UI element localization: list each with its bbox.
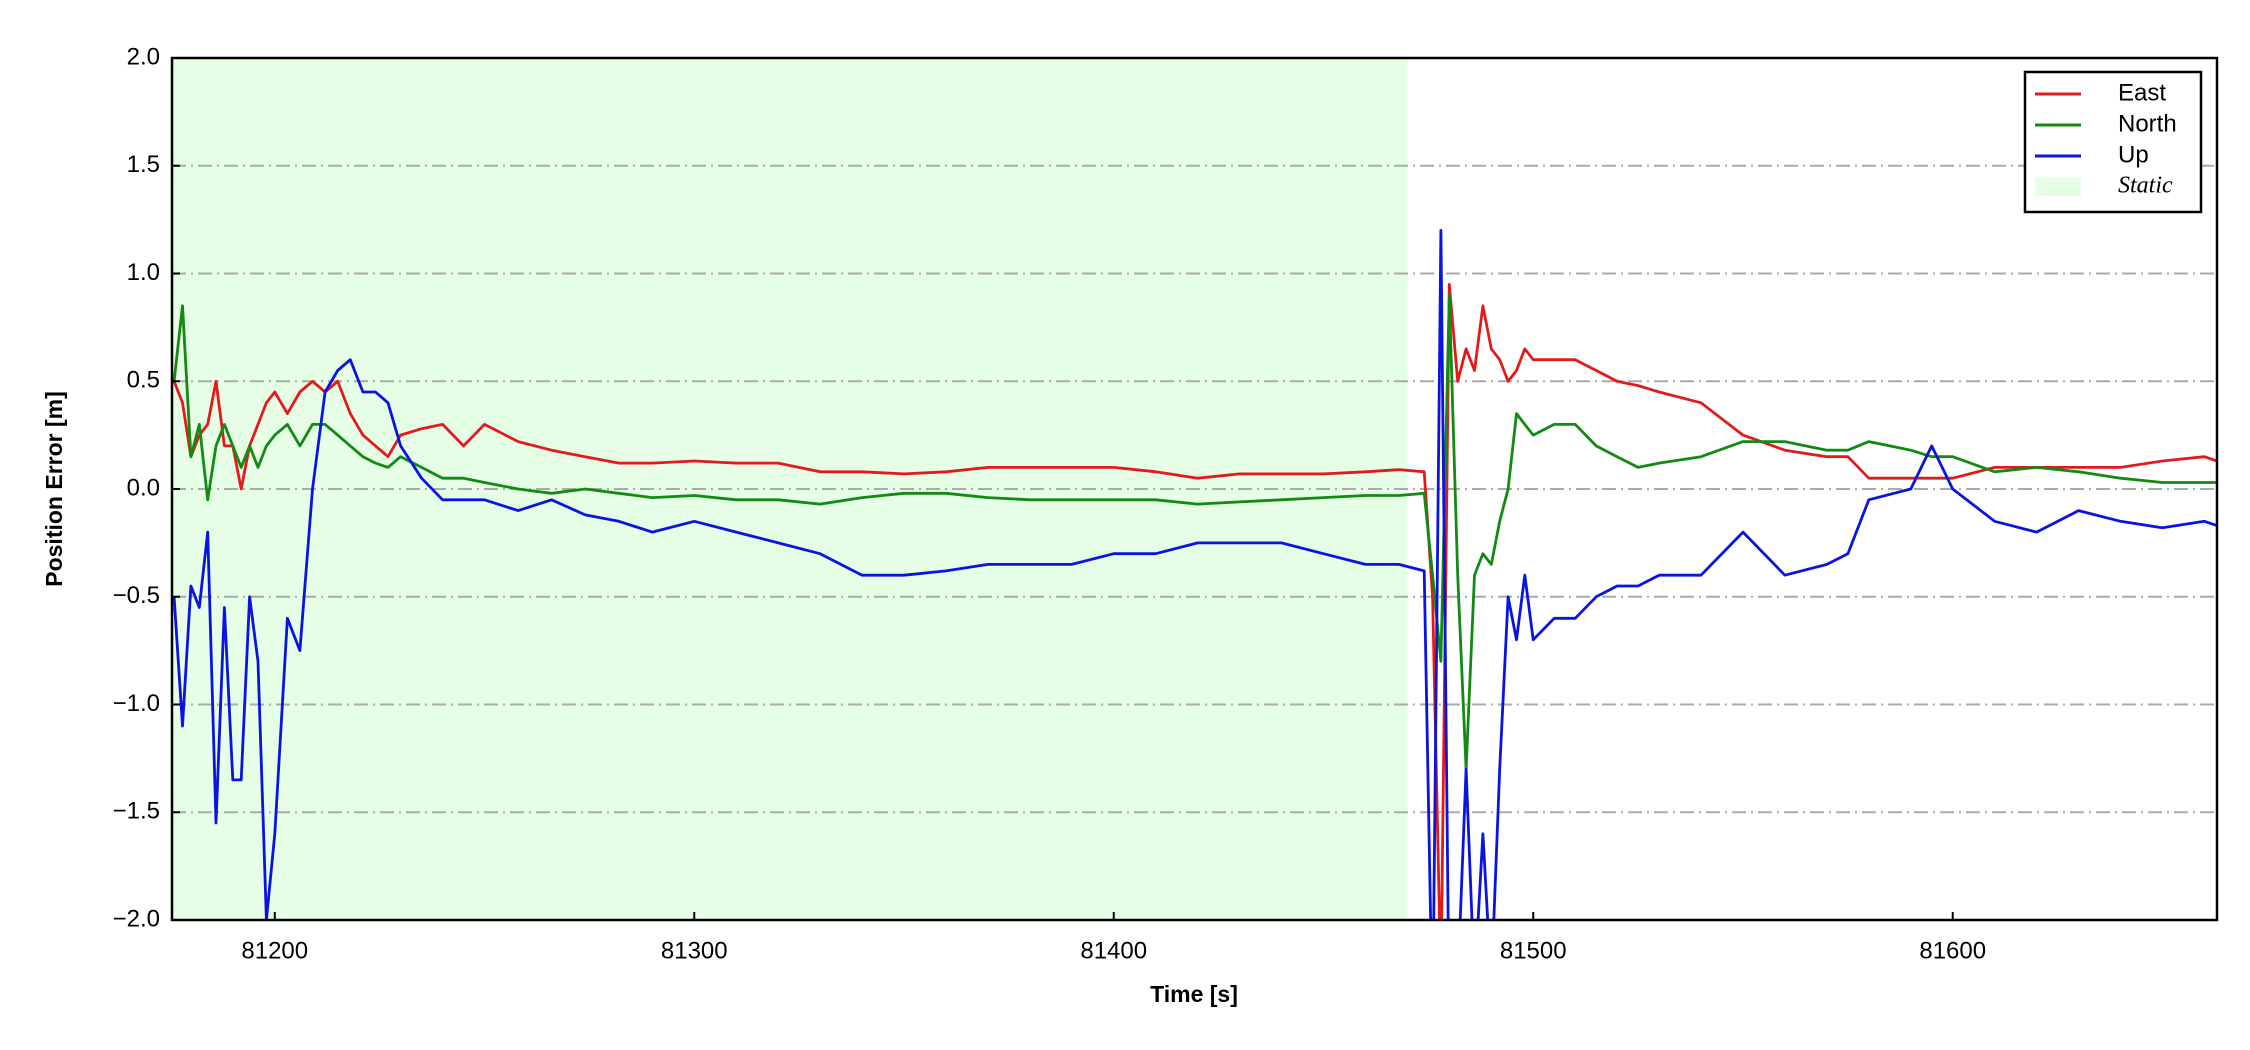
x-tick-label: 81300 xyxy=(661,937,728,964)
y-axis-label: Position Error [m] xyxy=(41,391,67,587)
ticks: −2.0 −1.5 −1.0 −0.5 0.0 0.5 1.0 1.5 2.0 81200 8130… xyxy=(113,43,1986,964)
x-tick-label: 81500 xyxy=(1500,937,1567,964)
y-tick-label: −0.5 xyxy=(113,582,160,609)
y-tick-label: 1.0 xyxy=(127,259,160,286)
y-tick-label: −2.0 xyxy=(113,905,160,932)
legend-swatch xyxy=(2035,178,2081,196)
series-line xyxy=(172,229,2217,920)
y-tick-label: 0.0 xyxy=(127,474,160,501)
series-line xyxy=(172,282,2217,920)
legend-label: Static xyxy=(2118,173,2173,199)
legend-label: Up xyxy=(2118,141,2149,168)
y-tick-label: −1.0 xyxy=(113,690,160,717)
x-axis-label: Time [s] xyxy=(1150,981,1238,1007)
y-tick-label: 1.5 xyxy=(127,151,160,178)
series-line xyxy=(172,293,2217,771)
y-tick-label: −1.5 xyxy=(113,798,160,825)
legend-label: North xyxy=(2118,110,2177,137)
y-tick-label: 2.0 xyxy=(127,43,160,70)
lines xyxy=(172,229,2217,920)
x-tick-label: 81400 xyxy=(1080,937,1147,964)
y-tick-label: 0.5 xyxy=(127,367,160,394)
legend-label: East xyxy=(2118,79,2166,106)
x-tick-label: 81200 xyxy=(241,937,308,964)
legend: East North Up Static xyxy=(2023,70,2203,214)
x-tick-label: 81600 xyxy=(1919,937,1986,964)
